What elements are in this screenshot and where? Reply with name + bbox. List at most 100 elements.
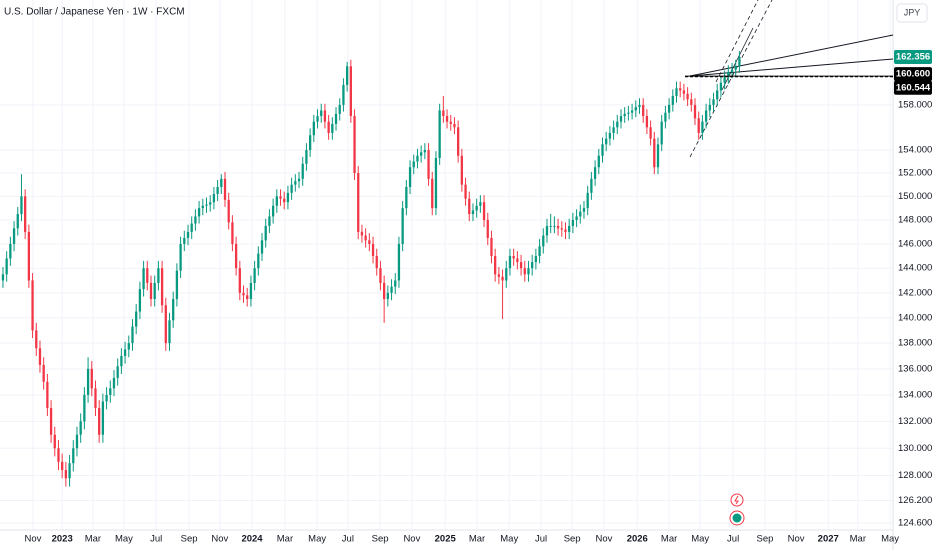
- candle-body: [116, 366, 119, 378]
- y-tick-label: 132.000: [898, 416, 932, 427]
- candle-body: [316, 116, 319, 122]
- candle-body: [68, 463, 71, 479]
- candle-body: [479, 202, 482, 206]
- candle-body: [160, 268, 164, 306]
- candle-body: [38, 348, 42, 365]
- candle-body: [416, 155, 419, 162]
- x-tick-label: 2027: [818, 534, 839, 545]
- candle-body: [227, 199, 230, 223]
- chart-title: U.S. Dollar / Japanese Yen · 1W · FXCM: [4, 7, 185, 18]
- candle-body: [642, 104, 645, 117]
- candle-body: [301, 163, 304, 179]
- candle-body: [560, 228, 563, 230]
- grid: [0, 0, 893, 530]
- candle-body: [704, 110, 708, 122]
- candle-body: [671, 95, 674, 105]
- candle-body: [508, 256, 512, 269]
- candle-body: [157, 268, 160, 283]
- candle-body: [20, 196, 23, 215]
- candle-body: [345, 66, 349, 85]
- candle-body: [127, 343, 130, 350]
- candle-body: [449, 121, 452, 124]
- candle-body: [427, 150, 430, 179]
- x-tick-label: Sep: [756, 534, 773, 545]
- candle-body: [482, 202, 486, 220]
- candle-body: [168, 320, 171, 344]
- candle-body: [545, 225, 549, 236]
- currency-box[interactable]: [896, 3, 928, 23]
- candle-body: [638, 104, 641, 108]
- candle-body: [730, 69, 734, 72]
- candle-body: [216, 186, 219, 194]
- x-tick-label: 2023: [52, 534, 73, 545]
- candle-body: [645, 116, 649, 128]
- candle-body: [242, 292, 245, 296]
- price-label: 160.544: [896, 82, 931, 93]
- candle-body: [271, 205, 275, 217]
- candle-body: [468, 198, 471, 215]
- candle-body: [549, 225, 552, 227]
- candle-body: [205, 204, 208, 206]
- y-tick-label: 126.200: [898, 495, 932, 506]
- candle-body: [697, 118, 700, 133]
- x-tick-label: Jul: [535, 534, 547, 545]
- candle-body: [505, 268, 508, 281]
- x-tick-label: Mar: [469, 534, 485, 545]
- candle-body: [338, 104, 341, 114]
- y-tick-label: 130.000: [898, 443, 932, 454]
- candle-body: [460, 155, 464, 185]
- event-icon[interactable]: [730, 493, 744, 507]
- candle-body: [494, 256, 497, 275]
- candle-body: [57, 448, 60, 462]
- candle-body: [368, 240, 371, 244]
- y-tick-label: 150.000: [898, 191, 932, 202]
- y-tick-label: 144.000: [898, 263, 932, 274]
- candle-body: [397, 243, 401, 281]
- candle-body: [519, 262, 523, 269]
- candle-body: [175, 270, 179, 300]
- candle-body: [627, 112, 630, 114]
- channel-line-mid: [721, 27, 754, 91]
- candle-body: [342, 84, 345, 105]
- dividend-icon-fill: [732, 513, 742, 523]
- x-tick-label: Nov: [211, 534, 228, 545]
- currency-label[interactable]: JPY: [904, 7, 921, 17]
- candle-body: [49, 408, 53, 435]
- y-tick-label: 136.000: [898, 363, 932, 374]
- candle-body: [64, 470, 68, 479]
- y-tick-label: 146.000: [898, 238, 932, 249]
- candle-body: [149, 282, 153, 300]
- price-label-box: [894, 50, 932, 65]
- candle-body: [98, 408, 101, 435]
- candle-body: [619, 116, 623, 122]
- y-tick-label: 138.000: [898, 338, 932, 349]
- candle-body: [738, 57, 741, 67]
- candle-body: [223, 178, 227, 200]
- candle-body: [434, 158, 438, 209]
- y-tick-label: 128.000: [898, 470, 932, 481]
- candle-body: [109, 388, 112, 395]
- event-icon-glyph: [734, 495, 739, 505]
- candle-body: [527, 268, 530, 275]
- candle-body: [331, 123, 334, 133]
- candle-body: [16, 214, 19, 229]
- candle-body: [164, 305, 167, 344]
- y-tick-label: 152.000: [898, 168, 932, 179]
- candle-body: [693, 104, 697, 119]
- candle-body: [538, 246, 541, 257]
- candle-body: [590, 178, 593, 193]
- candle-body: [234, 243, 238, 269]
- candle-body: [138, 289, 142, 312]
- x-tick-label: Mar: [277, 534, 293, 545]
- candle-body: [457, 127, 460, 156]
- x-tick-label: Nov: [596, 534, 613, 545]
- candle-body: [268, 216, 271, 226]
- candle-body: [445, 116, 449, 122]
- x-tick-label: Mar: [661, 534, 677, 545]
- event-icons[interactable]: [729, 493, 745, 526]
- candle-body: [327, 121, 330, 133]
- candle-body: [94, 388, 97, 409]
- candle-body: [375, 256, 378, 269]
- candle-body: [690, 99, 693, 105]
- candle-body: [727, 71, 730, 78]
